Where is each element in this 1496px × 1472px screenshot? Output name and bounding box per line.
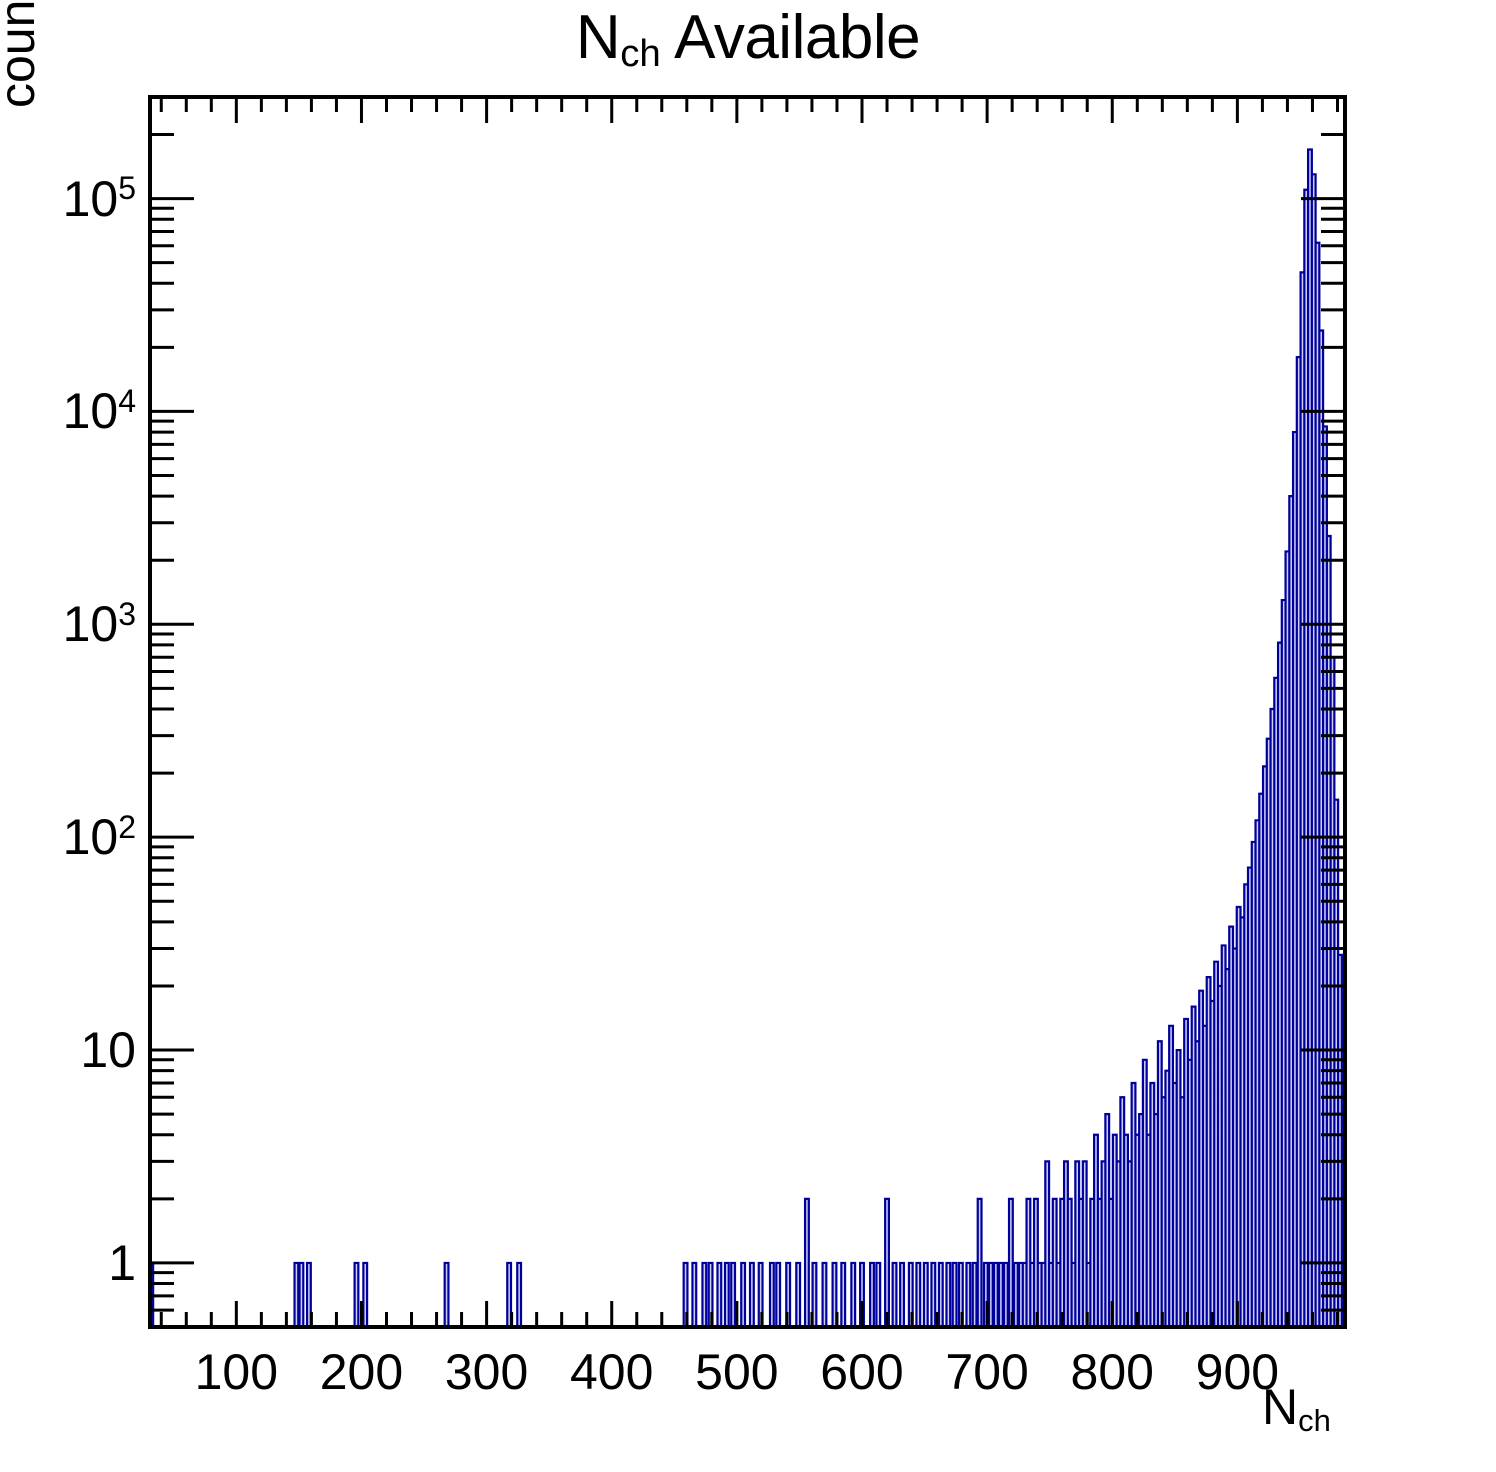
y-tick-mantissa: 10 — [80, 1022, 136, 1079]
x-tick-label: 600 — [820, 1344, 904, 1400]
y-tick-mantissa: 10 — [62, 596, 119, 653]
x-tick-label: 800 — [1070, 1344, 1154, 1400]
y-tick-exponent: 3 — [118, 595, 136, 632]
y-tick-label: 104 — [63, 382, 136, 440]
y-tick-label: 10 — [80, 1021, 136, 1079]
y-tick-mantissa: 1 — [108, 1234, 136, 1291]
title-subscript: ch — [620, 32, 661, 76]
y-tick-label: 1 — [108, 1234, 136, 1292]
title-main: N — [575, 3, 621, 72]
x-tick-label: 200 — [319, 1344, 404, 1400]
y-tick-exponent: 2 — [118, 808, 136, 845]
y-axis-ticks — [150, 95, 1345, 1329]
plot-frame — [148, 95, 1347, 1329]
x-tick-label: 900 — [1195, 1344, 1280, 1400]
x-axis-title-subscript: ch — [1298, 1403, 1331, 1439]
histogram-outline — [148, 148, 1347, 1327]
y-tick-mantissa: 10 — [62, 809, 119, 866]
frame-rect — [148, 95, 1347, 1329]
x-tick-label: 500 — [695, 1344, 779, 1400]
x-tick-label: 100 — [194, 1344, 279, 1400]
y-tick-label: 102 — [63, 808, 136, 866]
page-title: Nch Available — [0, 2, 1496, 76]
x-axis-title-main: N — [1262, 1379, 1299, 1435]
x-axis-title: Nch — [1262, 1378, 1331, 1439]
y-tick-exponent: 4 — [118, 382, 136, 419]
title-rest: Available — [660, 3, 921, 72]
y-tick-label: 105 — [63, 170, 136, 228]
x-axis-ticks — [159, 97, 1339, 1327]
y-tick-mantissa: 10 — [62, 170, 119, 227]
y-tick-mantissa: 10 — [62, 383, 119, 440]
y-tick-label: 103 — [63, 595, 136, 653]
y-tick-exponent: 5 — [118, 169, 136, 206]
x-tick-label: 700 — [945, 1344, 1029, 1400]
x-tick-label: 300 — [444, 1344, 529, 1400]
x-tick-label: 400 — [570, 1344, 654, 1400]
